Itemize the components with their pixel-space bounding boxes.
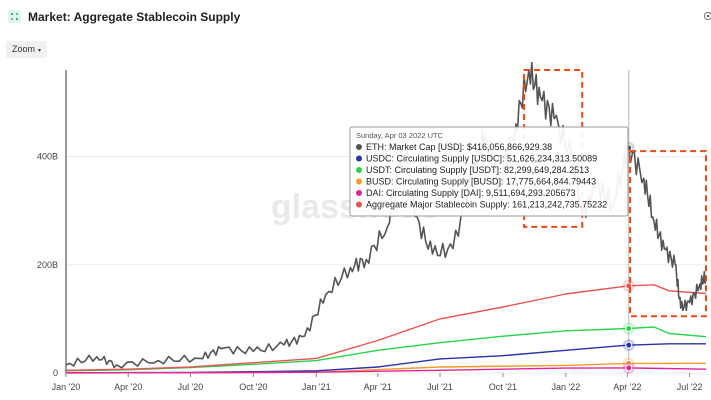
crosshair-point	[625, 364, 633, 372]
x-tick-label: Jan '22	[551, 382, 580, 392]
chevron-down-icon: ▾	[38, 48, 42, 54]
x-tick-label: Apr '21	[364, 382, 392, 392]
tooltip-box	[349, 126, 629, 217]
chart-header: Market: Aggregate Stablecoin Supply	[0, 0, 711, 34]
tooltip-row: BUSD: Circulating Supply [BUSD]: 17,775,…	[366, 177, 596, 187]
tooltip-swatch	[356, 144, 362, 150]
settings-icon[interactable]	[703, 9, 711, 23]
tooltip-row: Aggregate Major Stablecoin Supply: 161,2…	[366, 200, 607, 210]
grid-icon	[8, 10, 21, 23]
tooltip-swatch	[356, 167, 362, 173]
tooltip-row: USDT: Circulating Supply [USDT]: 82,299,…	[366, 165, 589, 175]
x-tick-label: Jan '21	[302, 382, 331, 392]
zoom-dropdown[interactable]: Zoom ▾	[6, 41, 48, 58]
tooltip-date: Sunday, Apr 03 2022 UTC	[356, 131, 444, 140]
x-tick-label: Oct '20	[239, 382, 267, 392]
y-tick-label: 0	[53, 368, 58, 378]
x-tick-label: Jul '21	[427, 382, 453, 392]
tooltip-swatch	[356, 155, 362, 162]
x-tick-label: Apr '22	[613, 382, 641, 392]
tooltip-row: DAI: Circulating Supply [DAI]: 9,511,694…	[366, 188, 575, 198]
crosshair-point	[625, 341, 633, 349]
tooltip: Sunday, Apr 03 2022 UTC ETH: Market Cap […	[349, 126, 629, 217]
y-tick-label: 400B	[37, 152, 58, 162]
x-tick-label: Jan '20	[52, 382, 81, 392]
tooltip-row: USDC: Circulating Supply [USDC]: 51,626,…	[366, 154, 597, 164]
y-axis: 0 200B 400B	[37, 70, 67, 378]
zoom-label: Zoom	[12, 44, 36, 54]
x-tick-label: Jul '20	[178, 382, 204, 392]
y-tick-label: 200B	[37, 260, 58, 270]
x-axis: Jan '20 Apr '20 Jul '20 Oct '20 Jan '21 Apr '…	[52, 373, 703, 392]
crosshair-point	[625, 324, 633, 332]
crosshair	[622, 70, 635, 374]
x-tick-label: Apr '20	[114, 382, 142, 392]
tooltip-swatch	[356, 201, 362, 208]
series-line-usdc	[65, 343, 706, 374]
page-title: Market: Aggregate Stablecoin Supply	[28, 10, 241, 24]
series-line-aggregate	[65, 284, 707, 371]
x-tick-label: Oct '21	[489, 382, 517, 392]
tooltip-row: ETH: Market Cap [USD]: $416,056,866,929.…	[366, 142, 552, 152]
tooltip-swatch	[356, 178, 362, 185]
x-tick-label: Jul '22	[677, 382, 703, 392]
tooltip-swatch	[356, 190, 362, 196]
